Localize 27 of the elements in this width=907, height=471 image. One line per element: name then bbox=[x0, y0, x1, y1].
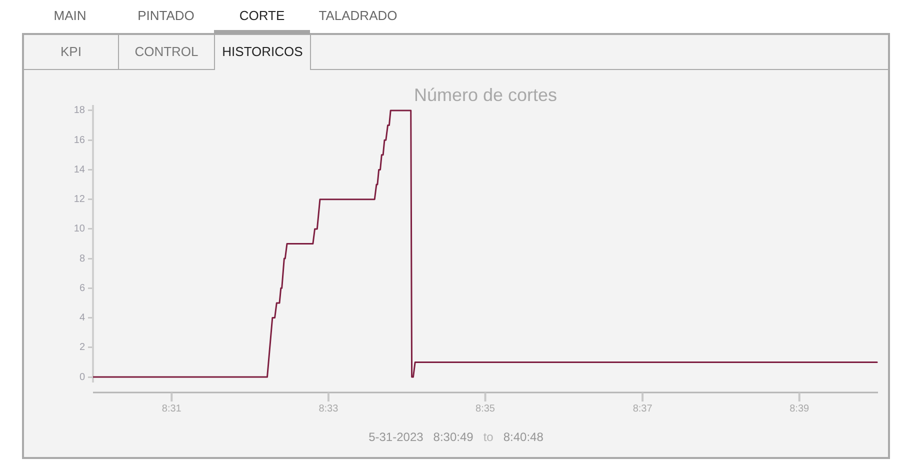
y-tick-label: 6 bbox=[79, 282, 86, 294]
y-tick-label: 4 bbox=[79, 312, 86, 324]
chart-title: Número de cortes bbox=[414, 84, 558, 105]
x-tick-label: 8:37 bbox=[632, 403, 653, 414]
y-tick-label: 14 bbox=[74, 164, 86, 176]
text: TALADRADO bbox=[318, 7, 398, 25]
x-tick-label: 8:39 bbox=[790, 403, 810, 414]
y-tick-label: 12 bbox=[74, 194, 86, 206]
text: PINTADO bbox=[136, 7, 196, 25]
text: 5-31-2023 bbox=[368, 430, 424, 444]
text: to bbox=[483, 430, 494, 444]
text: MAIN bbox=[52, 7, 88, 25]
y-tick-label: 8 bbox=[79, 253, 86, 264]
text: KPI bbox=[24, 35, 119, 69]
y-tick-label: 16 bbox=[74, 134, 86, 146]
text: 8:40:48 bbox=[503, 430, 544, 444]
x-tick-label: 8:31 bbox=[162, 403, 182, 414]
text: 8:30:49 bbox=[433, 430, 474, 444]
y-tick-label: 18 bbox=[74, 105, 86, 116]
y-tick-label: 10 bbox=[74, 224, 86, 235]
text: CORTE bbox=[238, 7, 286, 25]
text: HISTORICOS bbox=[215, 35, 311, 70]
text: CONTROL bbox=[119, 35, 215, 69]
y-tick-label: 2 bbox=[79, 342, 86, 354]
x-tick-label: 8:35 bbox=[476, 403, 496, 414]
x-tick-label: 8:33 bbox=[318, 403, 339, 414]
y-tick-label: 0 bbox=[79, 372, 86, 383]
